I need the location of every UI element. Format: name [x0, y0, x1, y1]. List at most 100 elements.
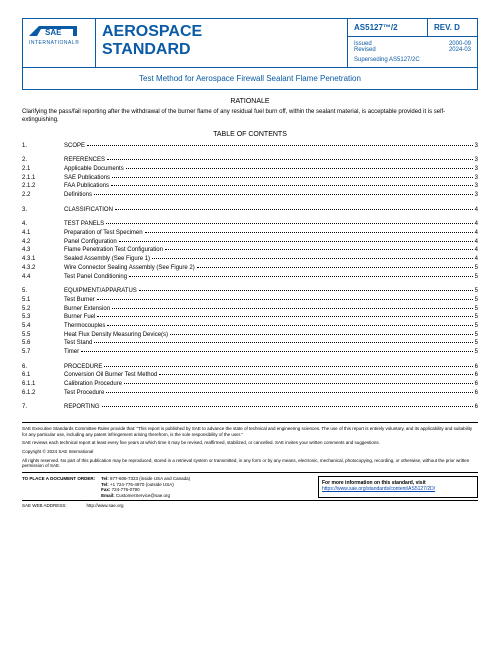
org-name: INTERNATIONAL®: [29, 40, 89, 46]
toc-page: 6: [475, 389, 478, 398]
toc-page: 5: [475, 287, 478, 296]
toc-page: 4: [475, 229, 478, 238]
toc-row: 1.SCOPE3: [22, 142, 478, 151]
toc-text: Test Procedure: [64, 389, 104, 398]
document-page: SAE INTERNATIONAL® AEROSPACE STANDARD AS…: [0, 0, 500, 519]
toc-row: 5.6Test Stand5: [22, 339, 478, 348]
email-label: Email:: [101, 493, 115, 498]
doc-type-title: AEROSPACE STANDARD: [102, 23, 341, 58]
toc-dots: [112, 308, 473, 309]
standard-url-link[interactable]: https://www.sae.org/standards/content/AS…: [322, 486, 435, 492]
toc-page: 5: [475, 331, 478, 340]
doc-id: AS5127™/2: [348, 19, 428, 37]
order-info: TO PLACE A DOCUMENT ORDER: Tel: 877-606-…: [22, 476, 312, 499]
toc-row: 4.TEST PANELS4: [22, 220, 478, 229]
doc-type-cell: AEROSPACE STANDARD: [96, 19, 348, 68]
toc-page: 3: [475, 191, 478, 200]
web-label: SAE WEB ADDRESS:: [22, 503, 67, 509]
toc-page: 3: [475, 165, 478, 174]
web-address-row: SAE WEB ADDRESS: http://www.sae.org: [22, 500, 478, 509]
toc-page: 5: [475, 264, 478, 273]
toc-page: 6: [475, 371, 478, 380]
toc-number: 5.4: [22, 322, 64, 331]
meta-cell: Issued 2000-09 Revised 2024-03 Supersedi…: [348, 37, 478, 68]
toc-text: CLASSIFICATION: [64, 206, 113, 215]
tel1: 877-606-7323 (inside USA and Canada): [110, 476, 190, 481]
toc-text: SAE Publications: [64, 174, 110, 183]
sae-wing-icon: SAE: [29, 25, 79, 39]
toc-text: Flame Penetration Test Configuration: [64, 246, 163, 255]
toc-number: 5.: [22, 287, 64, 296]
toc-dots: [170, 334, 473, 335]
toc-dots: [81, 351, 473, 352]
toc-number: 4.3.1: [22, 255, 64, 264]
toc-number: 2.1.1: [22, 174, 64, 183]
toc-number: 6.1.2: [22, 389, 64, 398]
toc-row: 5.3Burner Fuel5: [22, 313, 478, 322]
toc-dots: [159, 374, 472, 375]
toc-dots: [126, 168, 473, 169]
footer-clause-4: All rights reserved. No part of this pub…: [22, 458, 478, 469]
toc-row: 6.1Conversion Oil Burner Test Method 6: [22, 371, 478, 380]
revised-date: 2024-03: [449, 47, 471, 53]
toc-number: 5.7: [22, 348, 64, 357]
toc-dots: [165, 249, 473, 250]
toc-row: 2.2Definitions3: [22, 191, 478, 200]
toc-row: 2.1Applicable Documents 3: [22, 165, 478, 174]
toc-dots: [107, 159, 473, 160]
toc-row: 2.REFERENCES3: [22, 156, 478, 165]
footer-clause-1: SAE Executive Standards Committee Rules …: [22, 426, 478, 437]
toc-dots: [107, 325, 472, 326]
toc-number: 1.: [22, 142, 64, 151]
toc-title: TABLE OF CONTENTS: [22, 131, 478, 138]
revised-label: Revised: [354, 47, 376, 53]
toc-text: Test Panel Conditioning: [64, 273, 127, 282]
toc-dots: [106, 392, 472, 393]
toc-dots: [115, 209, 473, 210]
toc-row: 4.1Preparation of Test Specimen4: [22, 229, 478, 238]
toc-number: 6.1.1: [22, 380, 64, 389]
toc-text: Applicable Documents: [64, 165, 124, 174]
toc-number: 5.5: [22, 331, 64, 340]
toc-page: 4: [475, 238, 478, 247]
toc-row: 4.2Panel Configuration4: [22, 238, 478, 247]
toc-text: Heat Flux Density Measuring Device(s): [64, 331, 168, 340]
toc-page: 5: [475, 313, 478, 322]
toc-page: 6: [475, 380, 478, 389]
toc-page: 3: [475, 142, 478, 151]
supersede: Superseding AS5127/2C: [354, 57, 471, 63]
toc-page: 4: [475, 206, 478, 215]
toc-text: REPORTING: [64, 403, 100, 412]
toc-dots: [97, 299, 473, 300]
toc-row: 5.EQUIPMENT/APPARATUS 5: [22, 287, 478, 296]
toc-row: 5.7Timer5: [22, 348, 478, 357]
toc-text: Conversion Oil Burner Test Method: [64, 371, 157, 380]
toc-row: 5.2Burner Extension5: [22, 305, 478, 314]
toc-page: 4: [475, 246, 478, 255]
toc-dots: [152, 258, 473, 259]
toc-text: Panel Configuration: [64, 238, 117, 247]
toc-page: 5: [475, 296, 478, 305]
toc-row: 4.3.2Wire Connector Sealing Assembly (Se…: [22, 264, 478, 273]
toc-number: 6.1: [22, 371, 64, 380]
toc-dots: [119, 241, 473, 242]
rationale-title: RATIONALE: [22, 98, 478, 105]
toc-number: 3.: [22, 206, 64, 215]
toc-number: 5.3: [22, 313, 64, 322]
fax-label: Fax:: [101, 487, 110, 492]
doc-subtitle: Test Method for Aerospace Firewall Seala…: [23, 68, 478, 90]
toc-text: EQUIPMENT/APPARATUS: [64, 287, 137, 296]
toc-number: 5.6: [22, 339, 64, 348]
toc-row: 2.1.1SAE Publications 3: [22, 174, 478, 183]
toc-row: 4.3Flame Penetration Test Configuration4: [22, 246, 478, 255]
toc-row: 4.3.1Sealed Assembly (See Figure 1)4: [22, 255, 478, 264]
toc-dots: [97, 316, 472, 317]
sae-logo: SAE INTERNATIONAL®: [29, 25, 89, 46]
toc-text: TEST PANELS: [64, 220, 104, 229]
toc-row: 6.PROCEDURE6: [22, 363, 478, 372]
toc-page: 3: [475, 174, 478, 183]
toc-dots: [112, 177, 473, 178]
toc-number: 2.: [22, 156, 64, 165]
toc-text: Test Stand: [64, 339, 92, 348]
toc-number: 2.1: [22, 165, 64, 174]
